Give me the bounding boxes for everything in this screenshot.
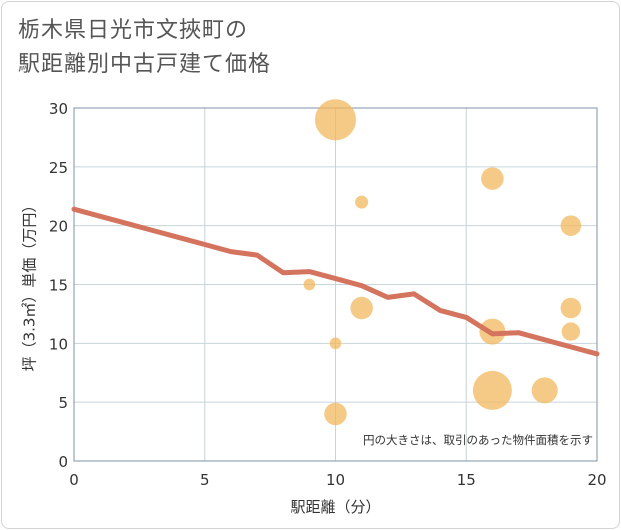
bubble-size-note: 円の大きさは、取引のあった物件面積を示す [363,433,593,447]
y-tick-label: 0 [58,453,68,471]
chart-title: 栃木県日光市文挾町の 駅距離別中古戸建て価格 [18,14,271,82]
bubble-series [303,99,582,426]
y-tick-label: 5 [58,394,68,412]
x-axis-label: 駅距離（分） [290,498,380,516]
y-tick-label: 30 [49,100,68,118]
bubble-point [481,167,504,190]
x-tick-label: 10 [326,471,345,489]
bubble-point [561,322,581,341]
bubble-point [560,297,582,319]
y-tick-label: 25 [49,159,68,177]
x-axis-ticks: 0 5 10 15 20 [69,471,606,489]
bubble-point [472,370,512,410]
bubble-point [531,377,558,404]
trend-line [71,206,600,357]
y-tick-label: 20 [49,218,68,236]
bubble-point [329,337,342,350]
y-axis-ticks: 0 5 10 15 20 25 30 [49,100,68,471]
bubble-point [350,296,373,320]
x-tick-label: 5 [200,471,210,489]
bubble-point [560,215,582,236]
x-tick-label: 0 [69,471,79,489]
y-tick-label: 15 [49,277,68,295]
chart-title-line-2: 駅距離別中古戸建て価格 [18,52,272,77]
chart-title-line-1: 栃木県日光市文挾町の [18,18,249,43]
y-tick-label: 10 [49,335,68,353]
x-tick-label: 15 [457,471,476,489]
bubble-point [314,99,357,141]
x-tick-label: 20 [587,471,606,489]
y-axis-label: 坪（3.3㎡）単価（万円） [21,198,39,372]
bubble-point [303,278,316,291]
bubble-point [324,402,347,426]
bubble-point [355,195,369,209]
